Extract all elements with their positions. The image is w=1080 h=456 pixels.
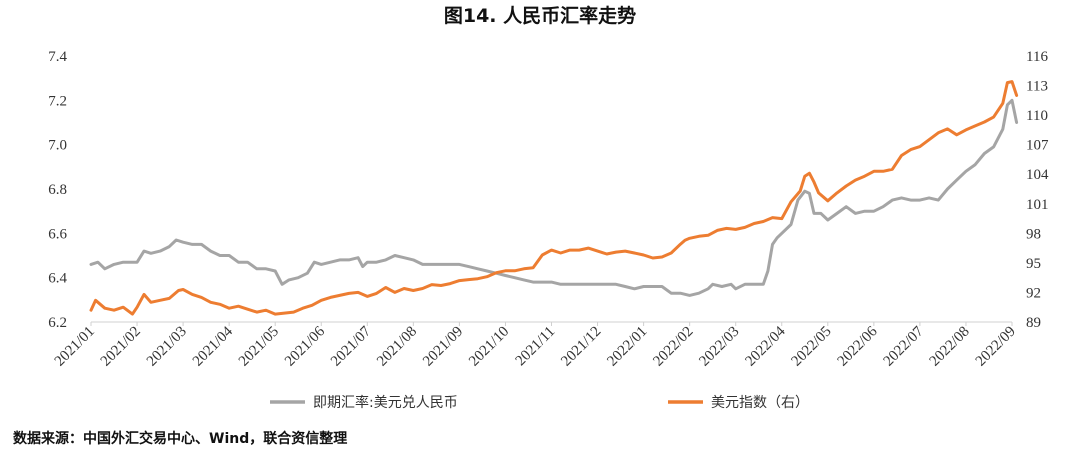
x-tick-label: 2022/06 xyxy=(835,323,881,369)
x-tick-label: 2022/07 xyxy=(881,323,927,369)
series-line-spot-rate xyxy=(89,98,1019,297)
y-left-tick-label: 6.2 xyxy=(48,315,67,331)
y-axis-left: 6.2 6.4 6.6 6.8 7.0 7.2 7.4 xyxy=(48,49,67,331)
y-right-tick-label: 98 xyxy=(1026,226,1041,242)
x-tick-label: 2022/09 xyxy=(973,324,1019,370)
x-tick-label: 2022/05 xyxy=(789,324,835,370)
x-tick-label: 2021/11 xyxy=(513,324,559,370)
y-axis-right: 89 92 95 98 101 104 107 110 113 116 xyxy=(1026,49,1049,331)
series-line-dollar-index xyxy=(89,80,1019,316)
y-left-tick-label: 6.4 xyxy=(48,271,67,287)
chart-title: 图14. 人民币汇率走势 xyxy=(444,4,636,27)
legend: 即期汇率:美元兑人民币 美元指数（右） xyxy=(270,394,809,411)
legend-label-spot-rate: 即期汇率:美元兑人民币 xyxy=(313,394,458,411)
x-tick-label: 2021/09 xyxy=(420,324,466,370)
y-right-tick-label: 113 xyxy=(1026,79,1048,95)
y-right-tick-label: 116 xyxy=(1026,49,1048,65)
x-tick-label: 2021/06 xyxy=(282,323,328,369)
x-tick-label: 2021/03 xyxy=(144,324,190,370)
y-right-tick-label: 101 xyxy=(1026,197,1049,213)
y-right-tick-label: 89 xyxy=(1026,315,1041,331)
x-tick-label: 2021/02 xyxy=(98,324,144,370)
x-tick-label: 2021/07 xyxy=(328,323,374,369)
x-tick-label: 2021/10 xyxy=(466,324,512,370)
y-right-tick-label: 92 xyxy=(1026,285,1041,301)
x-tick-label: 2021/05 xyxy=(236,324,282,370)
x-tick-label: 2022/02 xyxy=(650,324,696,370)
x-axis: 2021/01 2021/02 2021/03 2021/04 2021/05 2021/… xyxy=(52,322,1019,370)
legend-label-dollar-index: 美元指数（右） xyxy=(711,395,809,411)
y-left-tick-label: 7.0 xyxy=(48,138,67,154)
y-left-tick-label: 7.4 xyxy=(48,49,67,65)
x-tick-label: 2022/08 xyxy=(927,324,973,370)
y-left-tick-label: 6.8 xyxy=(48,182,67,198)
x-tick-label: 2022/03 xyxy=(696,324,742,370)
x-tick-label: 2021/12 xyxy=(558,324,604,370)
y-right-tick-label: 95 xyxy=(1026,256,1041,272)
x-tick-label: 2021/04 xyxy=(190,323,236,369)
y-left-tick-label: 7.2 xyxy=(48,93,67,109)
series-layer xyxy=(89,80,1019,316)
y-right-tick-label: 107 xyxy=(1026,138,1049,154)
y-right-tick-label: 104 xyxy=(1026,167,1049,183)
y-right-tick-label: 110 xyxy=(1026,108,1048,124)
x-tick-label: 2022/01 xyxy=(604,324,650,370)
source-note: 数据来源：中国外汇交易中心、Wind，联合资信整理 xyxy=(13,431,348,447)
x-tick-label: 2022/04 xyxy=(742,323,788,369)
x-tick-label: 2021/08 xyxy=(374,324,420,370)
y-left-tick-label: 6.6 xyxy=(48,226,67,242)
